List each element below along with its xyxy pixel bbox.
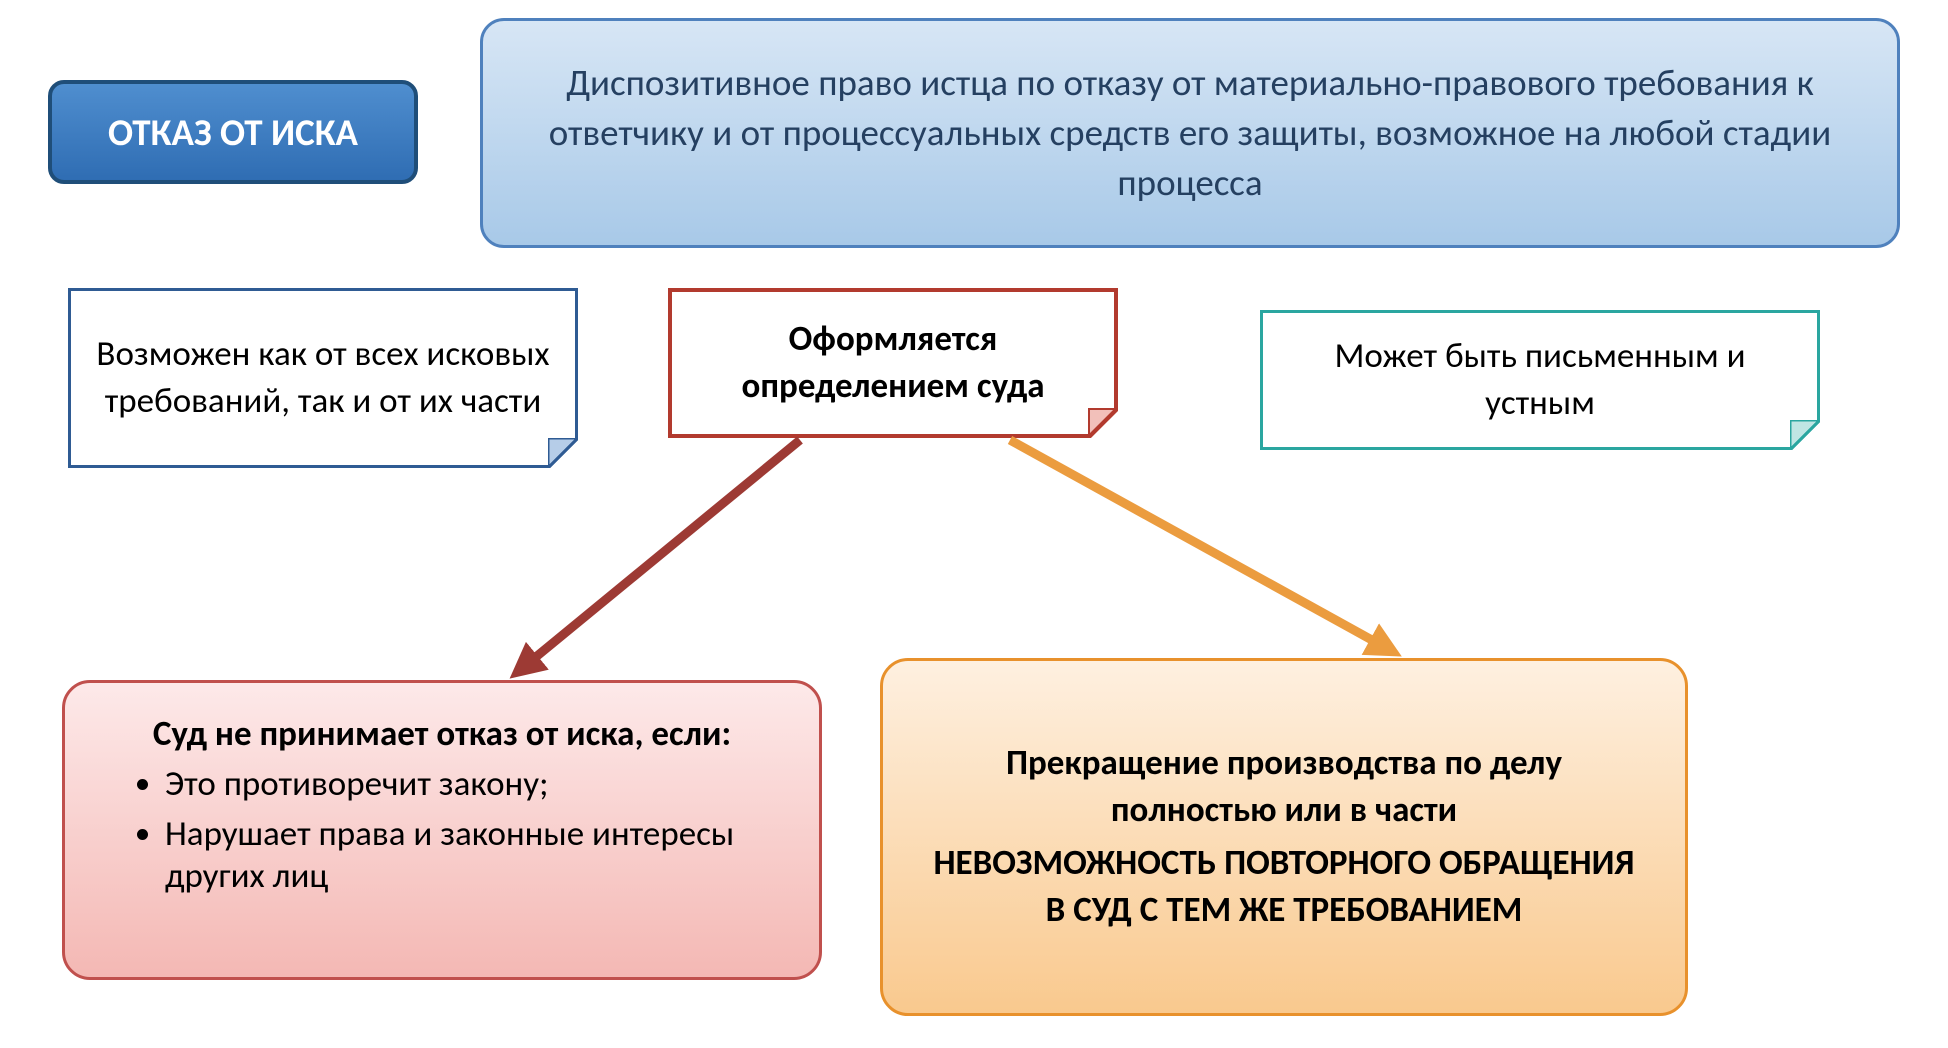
note-fold-icon [1088, 408, 1118, 438]
arrow-right [1010, 440, 1390, 650]
note-left-text: Возможен как от всех исковых требований,… [91, 331, 555, 426]
definition-box: Диспозитивное право истца по отказу от м… [480, 18, 1900, 248]
outcome-left: Суд не принимает отказ от иска, если: Эт… [62, 680, 822, 980]
note-center-text: Оформляется определением суда [692, 316, 1094, 411]
title-box: ОТКАЗ ОТ ИСКА [48, 80, 418, 184]
note-right: Может быть письменным и устным [1260, 310, 1820, 450]
note-center: Оформляется определением суда [668, 288, 1118, 438]
note-right-text: Может быть письменным и устным [1283, 333, 1797, 428]
arrow-left [520, 440, 800, 670]
outcome-right: Прекращение производства по делу полност… [880, 658, 1688, 1016]
note-fold-icon [1790, 420, 1820, 450]
note-fold-icon [548, 438, 578, 468]
outcome-left-heading: Суд не принимает отказ от иска, если: [105, 713, 779, 755]
title-text: ОТКАЗ ОТ ИСКА [108, 110, 358, 155]
note-left: Возможен как от всех исковых требований,… [68, 288, 578, 468]
outcome-left-bullet-0: Это противоречит закону; [165, 763, 779, 805]
outcome-left-bullet-1: Нарушает права и законные интересы други… [165, 813, 779, 897]
definition-text: Диспозитивное право истца по отказу от м… [483, 58, 1897, 208]
outcome-right-line2: НЕВОЗМОЖНОСТЬ ПОВТОРНОГО ОБРАЩЕНИЯ В СУД… [923, 840, 1645, 935]
outcome-right-line1: Прекращение производства по делу полност… [923, 740, 1645, 835]
outcome-left-bullets: Это противоречит закону; Нарушает права … [105, 763, 779, 897]
